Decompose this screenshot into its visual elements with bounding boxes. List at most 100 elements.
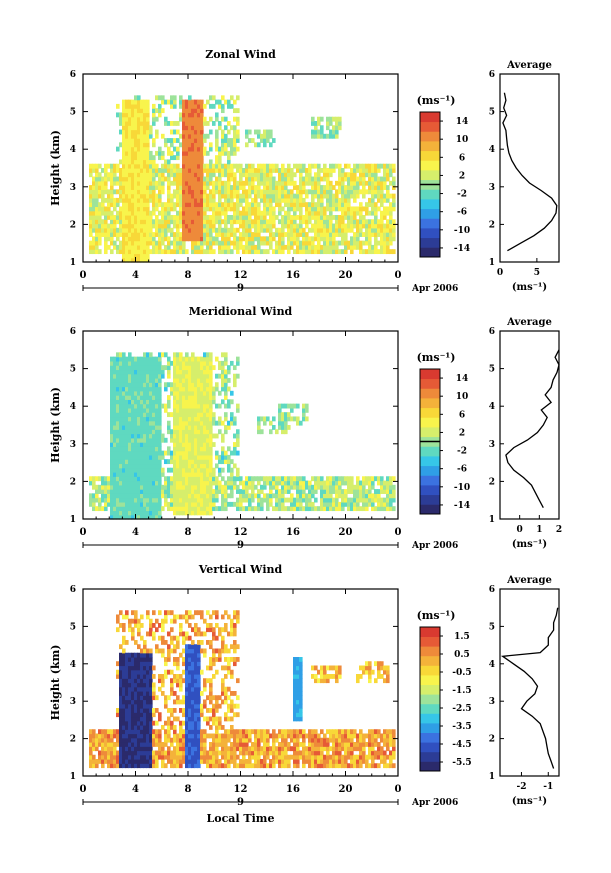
heatmap-cell xyxy=(104,189,108,195)
heatmap-cell xyxy=(164,733,168,739)
heatmap-cell xyxy=(173,472,177,477)
heatmap-cell xyxy=(209,103,213,109)
heatmap-cell xyxy=(179,215,183,220)
heatmap-cell xyxy=(89,750,93,756)
heatmap-cell xyxy=(314,172,318,178)
heatmap-cell xyxy=(110,733,114,739)
heatmap-cell xyxy=(257,249,261,255)
heatmap-cell xyxy=(203,193,207,199)
heatmap-cell xyxy=(194,433,198,439)
heatmap-cell xyxy=(269,142,273,148)
heatmap-cell xyxy=(200,373,204,379)
heatmap-cell xyxy=(329,236,333,242)
heatmap-cell xyxy=(338,197,342,203)
heatmap-cell xyxy=(278,176,282,182)
heatmap-cell xyxy=(278,420,282,426)
heatmap-cell xyxy=(122,627,126,633)
heatmap-cell xyxy=(167,215,171,220)
heatmap-cell xyxy=(140,390,144,396)
heatmap-cell xyxy=(113,386,117,392)
heatmap-cell xyxy=(344,240,348,246)
heatmap-cell xyxy=(275,215,279,220)
heatmap-cell xyxy=(224,249,228,255)
heatmap-cell xyxy=(149,176,153,182)
heatmap-cell xyxy=(263,163,267,169)
heatmap-cell xyxy=(356,506,360,512)
heatmap-cell xyxy=(236,202,240,208)
heatmap-cell xyxy=(116,369,120,375)
heatmap-cell xyxy=(287,236,291,242)
heatmap-cell xyxy=(296,476,300,482)
heatmap-cell xyxy=(380,240,384,246)
heatmap-cell xyxy=(263,180,267,186)
heatmap-cell xyxy=(89,172,93,178)
heatmap-cell xyxy=(119,480,123,486)
heatmap-cell xyxy=(257,189,261,195)
heatmap-cell xyxy=(152,759,156,764)
heatmap-cell xyxy=(140,159,144,165)
heatmap-cell xyxy=(305,506,309,512)
heatmap-cell xyxy=(302,407,306,413)
heatmap-cell xyxy=(272,189,276,195)
x-tick-label: 16 xyxy=(286,527,300,538)
heatmap-cell xyxy=(212,249,216,255)
heatmap-cell xyxy=(266,202,270,208)
heatmap-cell xyxy=(128,678,132,684)
heatmap-cell xyxy=(305,219,309,225)
heatmap-cell xyxy=(140,695,144,701)
heatmap-cell xyxy=(338,480,342,486)
heatmap-cell xyxy=(233,150,237,156)
heatmap-cell xyxy=(137,493,141,499)
heatmap-cell xyxy=(131,635,135,641)
heatmap-cell xyxy=(350,189,354,195)
heatmap-cell xyxy=(221,446,225,452)
heatmap-cell xyxy=(353,493,357,499)
heatmap-cell xyxy=(107,729,111,735)
heatmap-cell xyxy=(197,249,201,255)
heatmap-cell xyxy=(284,506,288,512)
heatmap-cell xyxy=(170,750,174,756)
heatmap-cell xyxy=(152,416,156,422)
heatmap-cell xyxy=(203,150,207,156)
heatmap-cell xyxy=(131,416,135,422)
heatmap-cell xyxy=(197,206,201,212)
heatmap-cell xyxy=(302,240,306,246)
heatmap-cell xyxy=(368,202,372,208)
heatmap-cell xyxy=(191,476,195,482)
heatmap-cell xyxy=(377,480,381,486)
heatmap-cell xyxy=(137,699,141,705)
heatmap-cell xyxy=(245,142,249,148)
heatmap-cell xyxy=(143,716,147,722)
heatmap-cell xyxy=(137,501,141,507)
heatmap-cell xyxy=(125,501,129,507)
heatmap-cell xyxy=(191,382,195,388)
heatmap-cell xyxy=(179,399,183,405)
heatmap-cell xyxy=(197,219,201,225)
heatmap-cell xyxy=(320,206,324,212)
heatmap-cell xyxy=(194,476,198,482)
heatmap-cell xyxy=(161,635,165,641)
heatmap-cell xyxy=(359,172,363,178)
heatmap-cell xyxy=(263,129,267,135)
heatmap-cell xyxy=(365,493,369,499)
heatmap-cell xyxy=(134,429,138,435)
heatmap-cell xyxy=(233,215,237,220)
colorbar-segment xyxy=(420,208,440,219)
heatmap-cell xyxy=(185,369,189,375)
heatmap-cell xyxy=(341,501,345,507)
heatmap-cell xyxy=(182,395,186,400)
heatmap-cell xyxy=(149,652,153,658)
heatmap-cell xyxy=(146,510,150,516)
heatmap-cell xyxy=(245,249,249,255)
heatmap-cell xyxy=(272,168,276,173)
heatmap-cell xyxy=(350,210,354,216)
heatmap-cell xyxy=(164,489,168,494)
heatmap-cell xyxy=(308,176,312,182)
heatmap-cell xyxy=(155,403,159,409)
heatmap-cell xyxy=(149,425,153,430)
heatmap-cell xyxy=(188,215,192,220)
heatmap-cell xyxy=(197,382,201,388)
heatmap-cell xyxy=(233,373,237,379)
heatmap-cell xyxy=(230,202,234,208)
heatmap-cell xyxy=(191,463,195,469)
